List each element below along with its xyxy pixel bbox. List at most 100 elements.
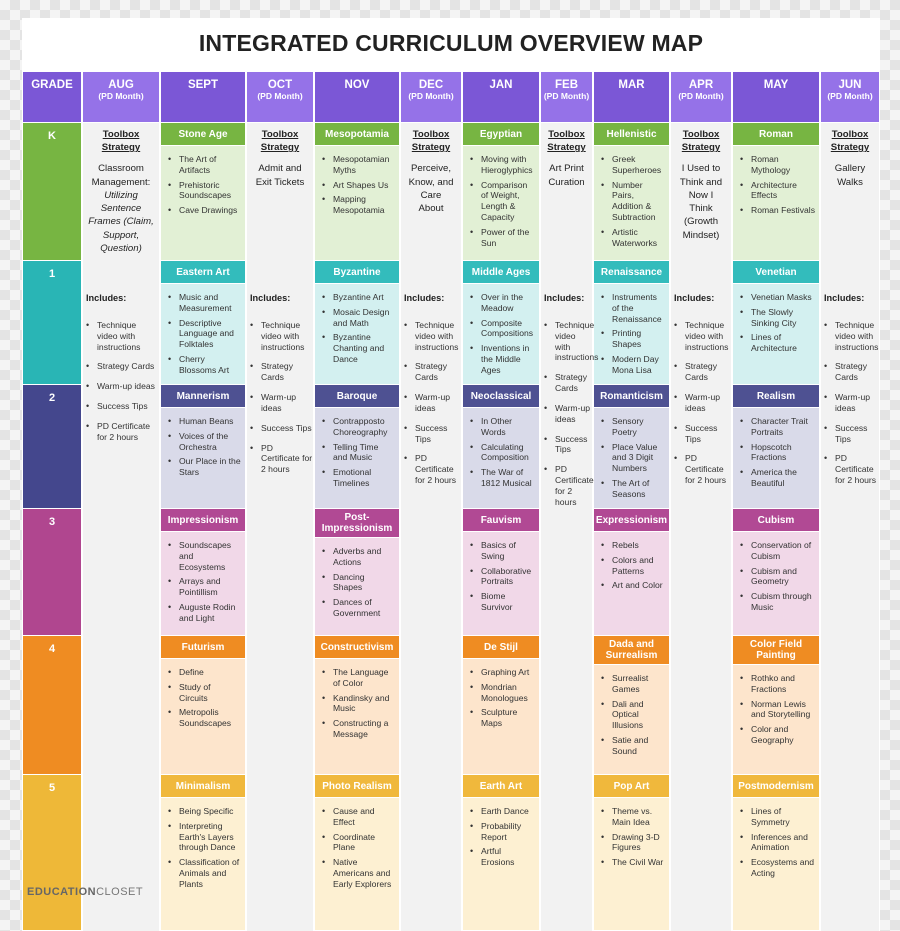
topic-list: Define Study of Circuits Metropolis Sounds… [165,667,241,729]
toolbox-strategy-heading: Toolbox Strategy [830,129,870,154]
list-item: Technique video with instructions [401,320,461,352]
toolbox-strategy-heading: Toolbox Strategy [681,129,721,154]
pd-month-label: (PD Month) [543,91,590,102]
list-item: PD Certificate for 2 hours [541,464,594,507]
list-item: Printing Shapes [598,328,665,350]
list-item: Adverbs and Actions [319,546,395,568]
page-title: INTEGRATED CURRICULUM OVERVIEW MAP [198,30,704,56]
list-item: PD Certificate for 2 hours [671,453,731,485]
list-item: Rebels [598,540,665,551]
list-item: PD Certificate for 2 hours [83,421,159,443]
list-item: Ecosystems and Acting [737,857,815,879]
list-item: Metropolis Soundscapes [165,707,241,729]
list-item: Place Value and 3 Digit Numbers [598,442,665,474]
month-label: OCT [267,79,293,91]
topic-header: De Stijl [463,636,539,658]
topic-list: The Language of Color Kandinsky and Music… [319,667,395,740]
topic-body: Conservation of Cubism Cubism and Geometr… [733,532,819,635]
toolbox-strategy-text: Classroom Management: [91,163,151,188]
list-item: Technique video with instructions [247,320,313,352]
topic-body: Being Specific Interpreting Earth's Layer… [161,798,245,930]
includes-list: Technique video with instructions Strateg… [247,320,313,500]
list-item: Mesopotamian Myths [319,154,395,176]
grade-header: GRADE [23,72,81,122]
month-header-dec: DEC (PD Month) [401,72,461,122]
topic-list: Basics of Swing Collaborative Portraits Bi… [467,540,535,613]
grade-band-5: 5 [23,775,81,930]
list-item: Cubism and Geometry [737,566,815,588]
month-label: NOV [344,79,370,91]
topic-list: Moving with Hieroglyphics Comparison of W… [467,154,535,249]
topic-list: Rebels Colors and Patterns Art and Color [598,540,665,592]
list-item: Kandinsky and Music [319,693,395,715]
toolbox-strategy-heading: Toolbox Strategy [101,129,141,154]
list-item: Roman Festivals [737,205,815,216]
pd-month-label: (PD Month) [98,91,144,102]
topic-body: Music and Measurement Descriptive Languag… [161,284,245,384]
topic-header: Fauvism [463,509,539,531]
topic-body: Basics of Swing Collaborative Portraits Bi… [463,532,539,635]
list-item: Descriptive Language and Folktales [165,318,241,350]
topic-body: Venetian Masks The Slowly Sinking City Lin… [733,284,819,384]
topic-list: Human Beans Voices of the Orchestra Our Pl… [165,416,241,478]
list-item: Interpreting Earth's Layers through Danc… [165,821,241,853]
grade-band-4: 4 [23,636,81,774]
month-header-may: MAY [733,72,819,122]
list-item: Calculating Composition [467,442,535,464]
includes-label: Includes: [824,293,865,303]
toolbox-strategy-heading: Toolbox Strategy [411,129,451,154]
topic-body: Graphing Art Mondrian Monologues Sculpture… [463,659,539,774]
toolbox-strategy-text: Admit and Exit Tickets [255,163,305,188]
list-item: Dancing Shapes [319,572,395,594]
list-item: Power of the Sun [467,227,535,249]
toolbox-strategy-heading: Toolbox Strategy [547,129,586,154]
month-header-feb: FEB (PD Month) [541,72,592,122]
list-item: Byzantine Art [319,292,395,303]
topic-body: Earth Dance Probability Report Artful Eros… [463,798,539,930]
list-item: Venetian Masks [737,292,815,303]
month-header-jun: JUN (PD Month) [821,72,879,122]
topic-body: Soundscapes and Ecosystems Arrays and Poi… [161,532,245,635]
list-item: Composite Compositions [467,318,535,340]
topic-list: Character Trait Portraits Hopscotch Fract… [737,416,815,489]
pd-month-label: (PD Month) [678,91,724,102]
list-item: Lines of Symmetry [737,806,815,828]
list-item: Byzantine Chanting and Dance [319,332,395,364]
includes-label: Includes: [674,293,715,303]
list-item: Strategy Cards [541,372,592,394]
topic-header: Hellenistic [594,123,669,145]
list-item: Classification of Animals and Plants [165,857,241,889]
topic-header: Realism [733,385,819,407]
topic-body: Human Beans Voices of the Orchestra Our Pl… [161,408,245,508]
list-item: Soundscapes and Ecosystems [165,540,241,572]
pd-column-jun [821,123,879,931]
topic-list: Graphing Art Mondrian Monologues Sculpture… [467,667,535,729]
list-item: Cause and Effect [319,806,395,828]
brand-logo: EDUCATIONCLOSET [27,886,144,898]
topic-list: Contrapposto Choreography Telling Time an… [319,416,395,489]
topic-header: Postmodernism [733,775,819,797]
list-item: Technique video with instructions [83,320,159,352]
topic-body: Over in the Meadow Composite Compositions… [463,284,539,384]
includes-list: Technique video with instructions Strateg… [83,320,159,500]
topic-header: Expressionism [594,509,669,531]
month-label: AUG [108,79,134,91]
list-item: Instruments of the Renaissance [598,292,665,324]
list-item: The Language of Color [319,667,395,689]
pd-month-label: (PD Month) [827,91,873,102]
list-item: Emotional Timelines [319,467,395,489]
list-item: Surrealist Games [598,673,665,695]
toolbox-strategy: Toolbox Strategy Admit and Exit Tickets [248,128,312,258]
topic-body: Rothko and Fractions Norman Lewis and Sto… [733,665,819,774]
list-item: Success Tips [401,423,461,445]
list-item: Sculpture Maps [467,707,535,729]
topic-header: Romanticism [594,385,669,407]
list-item: Lines of Architecture [737,332,815,354]
topic-body: Roman Mythology Architecture Effects Roman… [733,146,819,260]
includes-label: Includes: [250,293,291,303]
topic-header: Dada and Surrealism [594,636,669,664]
grade-header-label: GRADE [31,79,73,91]
list-item: Character Trait Portraits [737,416,815,438]
toolbox-strategy-text: Perceive, Know, and Care About [408,163,454,215]
topic-body: Greek Superheroes Number Pairs, Addition … [594,146,669,260]
